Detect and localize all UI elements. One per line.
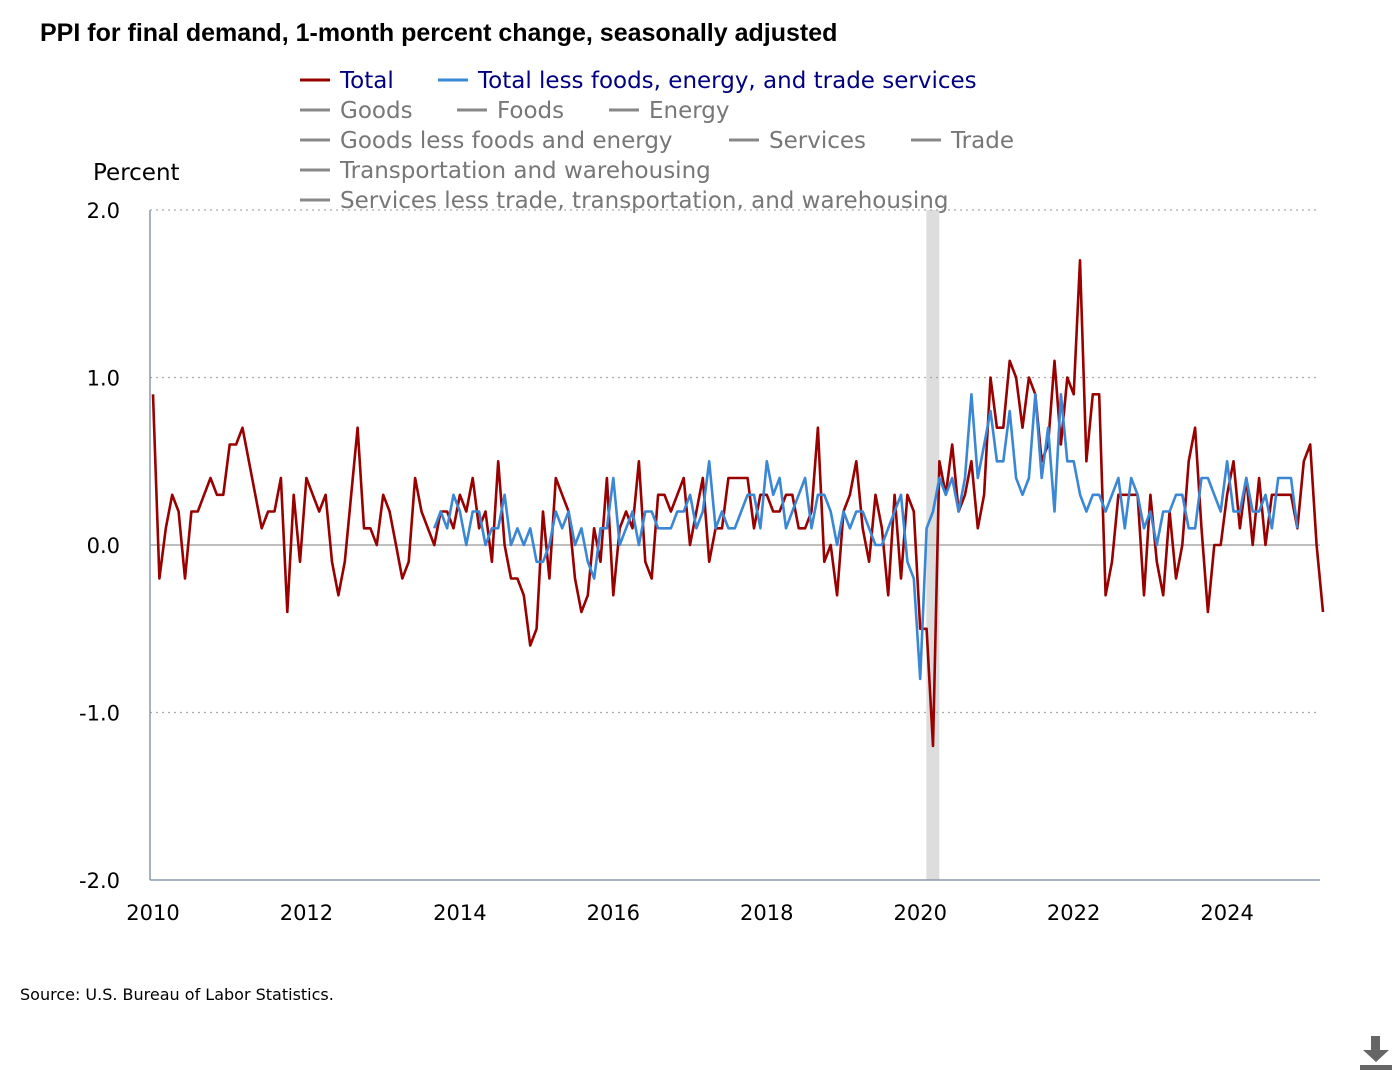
legend-label-total: Total (339, 68, 394, 94)
x-tick-label: 2018 (740, 901, 793, 925)
x-tick-label: 2024 (1200, 901, 1253, 925)
x-tick-label: 2020 (893, 901, 946, 925)
legend-label-foods: Foods (497, 98, 564, 124)
x-tick-label: 2022 (1047, 901, 1100, 925)
legend-item-services[interactable]: Services (729, 128, 866, 154)
legend-item-goods[interactable]: Goods (300, 98, 413, 124)
legend-label-services: Services (769, 128, 866, 154)
x-tick-label: 2010 (126, 901, 179, 925)
legend-label-services-less: Services less trade, transportation, and… (340, 188, 948, 214)
legend-item-goods-less[interactable]: Goods less foods and energy (300, 128, 673, 154)
legend-label-goods-less: Goods less foods and energy (340, 128, 673, 154)
legend-label-energy: Energy (649, 98, 730, 124)
x-tick-label: 2014 (433, 901, 486, 925)
legend-label-trade: Trade (950, 128, 1014, 154)
y-tick-label: 2.0 (87, 199, 120, 223)
y-tick-label: -1.0 (79, 702, 120, 726)
legend: Total Total less foods, energy, and trad… (300, 68, 1014, 214)
x-tick-label: 2016 (587, 901, 640, 925)
legend-label-total-less: Total less foods, energy, and trade serv… (477, 68, 977, 94)
legend-item-energy[interactable]: Energy (609, 98, 730, 124)
source-note: Source: U.S. Bureau of Labor Statistics. (20, 985, 334, 1004)
legend-item-transportation[interactable]: Transportation and warehousing (300, 158, 711, 184)
y-axis-label: Percent (93, 160, 180, 186)
download-icon[interactable] (1360, 1034, 1392, 1074)
y-tick-label: 0.0 (87, 534, 120, 558)
y-tick-label: -2.0 (79, 869, 120, 893)
legend-item-total[interactable]: Total (300, 68, 394, 94)
legend-item-trade[interactable]: Trade (911, 128, 1014, 154)
legend-item-total-less[interactable]: Total less foods, energy, and trade serv… (438, 68, 977, 94)
series-line-total-less (433, 392, 1299, 681)
legend-label-transportation: Transportation and warehousing (339, 158, 711, 184)
series-line-total (151, 258, 1325, 748)
legend-label-goods: Goods (340, 98, 413, 124)
y-tick-label: 1.0 (87, 367, 120, 391)
x-tick-label: 2012 (280, 901, 333, 925)
legend-item-foods[interactable]: Foods (457, 98, 564, 124)
chart-title: PPI for final demand, 1-month percent ch… (40, 19, 837, 47)
